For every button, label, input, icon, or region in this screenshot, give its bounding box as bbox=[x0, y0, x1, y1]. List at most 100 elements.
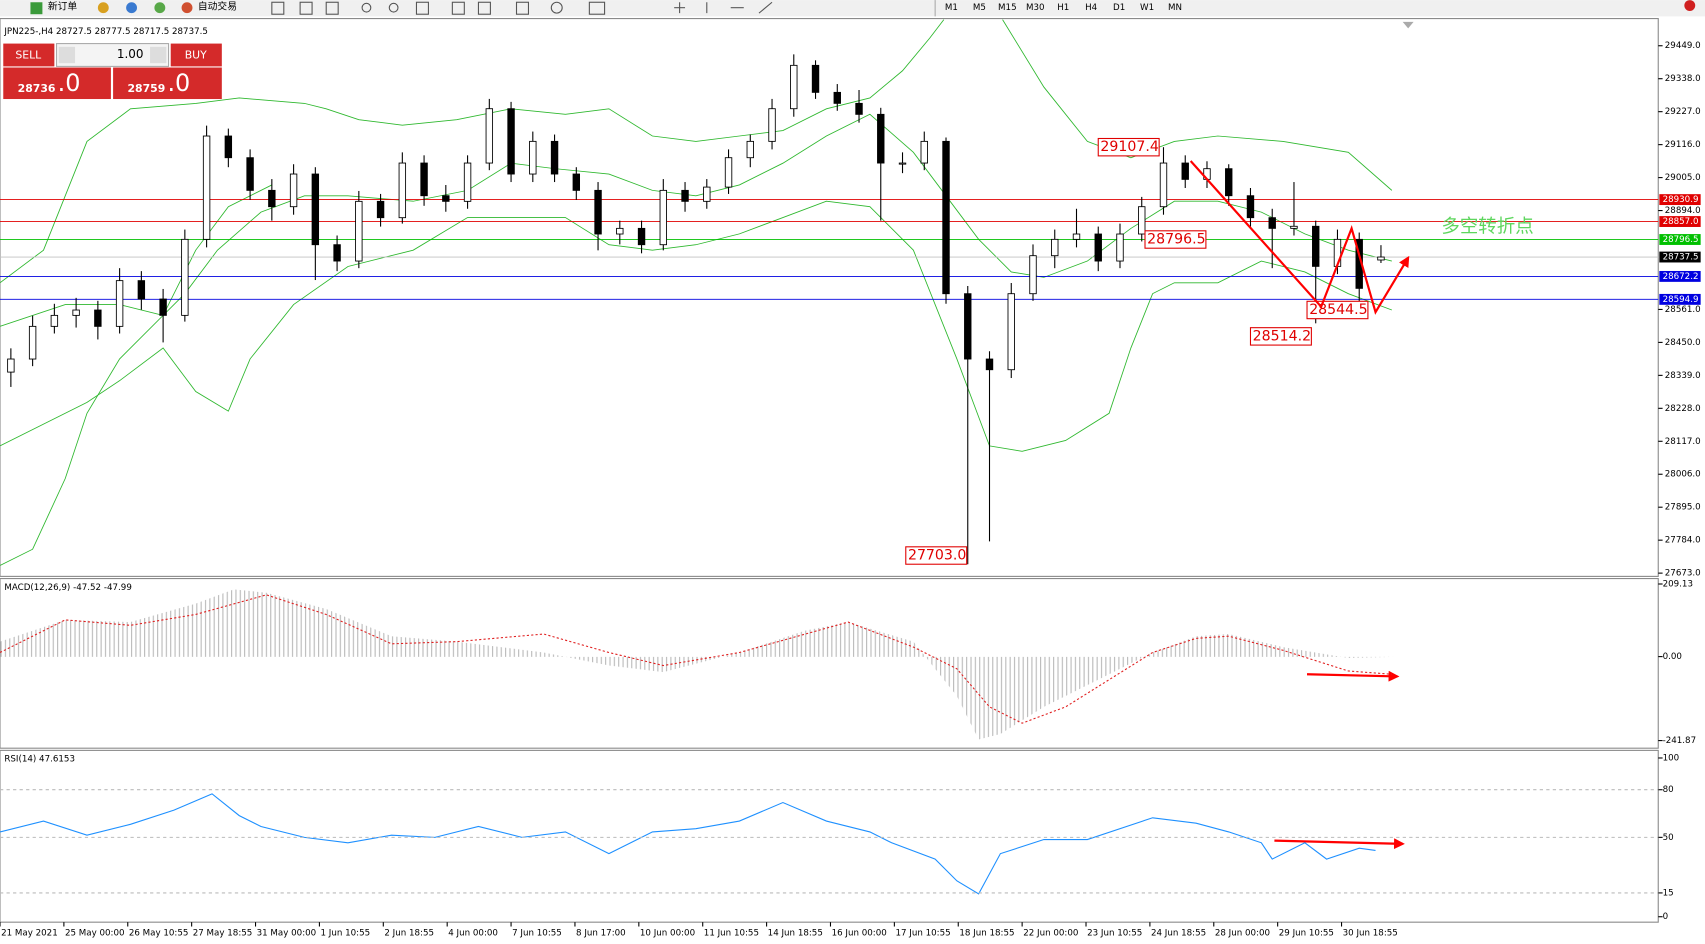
candle-body bbox=[311, 173, 320, 246]
candle-body bbox=[115, 280, 124, 327]
candle-body bbox=[964, 293, 972, 360]
toolbar bbox=[0, 0, 1705, 17]
timeframe-bar: M1 M5 M15 M30 H1 H4 D1 W1 MN bbox=[945, 3, 1182, 13]
candle-body bbox=[1138, 206, 1146, 235]
candle-body bbox=[637, 227, 646, 246]
price-level-tag bbox=[1659, 293, 1701, 305]
trend-arrow bbox=[1189, 160, 1410, 315]
price-tick-label: 28006.0 bbox=[1665, 470, 1701, 480]
new-order-button[interactable]: 新订单 bbox=[48, 0, 78, 13]
toolbar-icon[interactable] bbox=[126, 2, 138, 14]
rsi-arrow bbox=[1274, 838, 1405, 850]
buy-label[interactable]: BUY bbox=[185, 49, 207, 62]
alert-icon[interactable] bbox=[1684, 0, 1696, 11]
price-tick-label: 27895.0 bbox=[1665, 503, 1701, 513]
candle-body bbox=[833, 91, 841, 104]
toolbar-tools[interactable] bbox=[271, 1, 773, 15]
price-tick-label: 28894.0 bbox=[1665, 206, 1701, 216]
candle-body bbox=[1181, 162, 1189, 180]
bid-price[interactable]: 28736 bbox=[18, 82, 56, 95]
candle-body bbox=[768, 108, 776, 142]
indicator-tick-label: 50 bbox=[1663, 833, 1674, 843]
price-tick-label: 29449.0 bbox=[1665, 41, 1701, 51]
timeframe-button[interactable]: W1 bbox=[1140, 3, 1154, 13]
ask-price[interactable]: 28759 bbox=[127, 82, 165, 95]
price-tick-label: 27673.0 bbox=[1665, 569, 1701, 579]
price-level-tag bbox=[1659, 234, 1701, 245]
timeframe-button[interactable]: M15 bbox=[998, 3, 1017, 13]
timeframe-button[interactable]: D1 bbox=[1113, 3, 1125, 13]
timeframe-button[interactable]: MN bbox=[1168, 3, 1182, 13]
candle-body bbox=[1072, 233, 1081, 240]
shift-marker bbox=[1402, 21, 1414, 29]
timeframe-button[interactable]: M30 bbox=[1026, 3, 1045, 13]
sell-button[interactable] bbox=[3, 43, 55, 67]
lot-up[interactable] bbox=[150, 46, 167, 64]
candle-body bbox=[746, 140, 754, 159]
lot-value[interactable]: 1.00 bbox=[117, 47, 144, 61]
auto-trading-button[interactable]: 自动交易 bbox=[198, 0, 237, 13]
price-level-label: 28857.0 bbox=[1663, 217, 1699, 227]
sell-label[interactable]: SELL bbox=[15, 49, 41, 62]
candle-body bbox=[1159, 162, 1168, 208]
price-tick-label: 27784.0 bbox=[1665, 536, 1701, 546]
candle-body bbox=[1312, 225, 1320, 267]
time-tick-label: 26 May 10:55 bbox=[129, 929, 189, 939]
buy-button[interactable] bbox=[170, 43, 222, 67]
price-level-tag bbox=[1659, 251, 1701, 263]
new-order-icon[interactable] bbox=[30, 2, 43, 15]
toolbar-icon[interactable] bbox=[154, 2, 166, 14]
time-tick-label: 4 Jun 00:00 bbox=[448, 929, 498, 939]
candle-body bbox=[50, 314, 59, 327]
annotation-box bbox=[905, 546, 968, 565]
timeframe-button[interactable]: M1 bbox=[945, 3, 958, 13]
time-tick-label: 31 May 00:00 bbox=[257, 929, 317, 939]
candle-body bbox=[463, 162, 472, 202]
candle-body bbox=[790, 64, 798, 110]
time-tick-label: 10 Jun 00:00 bbox=[640, 929, 695, 939]
time-tick-label: 29 Jun 10:55 bbox=[1279, 929, 1334, 939]
timeframe-button[interactable]: H1 bbox=[1057, 3, 1069, 13]
price-tick-label: 29227.0 bbox=[1665, 107, 1701, 117]
time-tick-label: 14 Jun 18:55 bbox=[768, 929, 823, 939]
candle-body bbox=[724, 157, 733, 188]
annotation-box bbox=[1144, 230, 1207, 249]
price-tick-label: 29005.0 bbox=[1665, 173, 1701, 183]
time-tick-label: 24 Jun 18:55 bbox=[1151, 929, 1206, 939]
candle-body bbox=[550, 140, 559, 175]
time-tick-label: 7 Jun 10:55 bbox=[512, 929, 562, 939]
indicator-tick-label: 0.00 bbox=[1663, 652, 1682, 662]
candle-body bbox=[485, 108, 494, 164]
indicator-tick-label: 15 bbox=[1663, 888, 1674, 898]
candle-body bbox=[333, 244, 341, 262]
auto-trading-icon[interactable] bbox=[181, 2, 193, 14]
lot-field[interactable] bbox=[55, 43, 170, 67]
macd-label: MACD(12,26,9) -47.52 -47.99 bbox=[4, 583, 132, 593]
annotation-label: 28544.5 bbox=[1309, 302, 1367, 318]
time-axis: 21 May 2021 25 May 00:00 26 May 10:55 27 Ma… bbox=[0, 922, 1398, 939]
time-tick-label: 30 Jun 18:55 bbox=[1343, 929, 1398, 939]
ask-box[interactable] bbox=[113, 67, 222, 100]
annotation-box bbox=[1097, 137, 1160, 157]
candle-body bbox=[420, 162, 428, 197]
bid-box[interactable] bbox=[3, 67, 111, 100]
candle-body bbox=[681, 189, 689, 202]
indicator-scales: 209.13 0.00 -241.87 100 80 50 15 0 bbox=[0, 579, 1696, 922]
price-level-tag bbox=[1659, 216, 1701, 227]
macd-signal bbox=[0, 594, 1392, 724]
bid-price-big[interactable]: .0 bbox=[58, 69, 81, 97]
candle-body bbox=[1268, 217, 1276, 229]
timeframe-button[interactable]: H4 bbox=[1085, 3, 1098, 13]
candle-body bbox=[246, 157, 254, 191]
candle-body bbox=[855, 102, 863, 115]
rsi-panel bbox=[0, 749, 1659, 923]
ask-price-big[interactable]: .0 bbox=[167, 69, 190, 97]
time-tick-label: 23 Jun 10:55 bbox=[1087, 929, 1142, 939]
timeframe-button[interactable]: M5 bbox=[973, 3, 986, 13]
chart-header: JPN225-,H4 28727.5 28777.5 28717.5 28737… bbox=[3, 27, 208, 37]
lot-down[interactable] bbox=[58, 46, 76, 64]
toolbar-icon[interactable] bbox=[97, 2, 109, 14]
indicator-tick-label: 80 bbox=[1663, 785, 1674, 795]
candle-body bbox=[877, 113, 885, 164]
